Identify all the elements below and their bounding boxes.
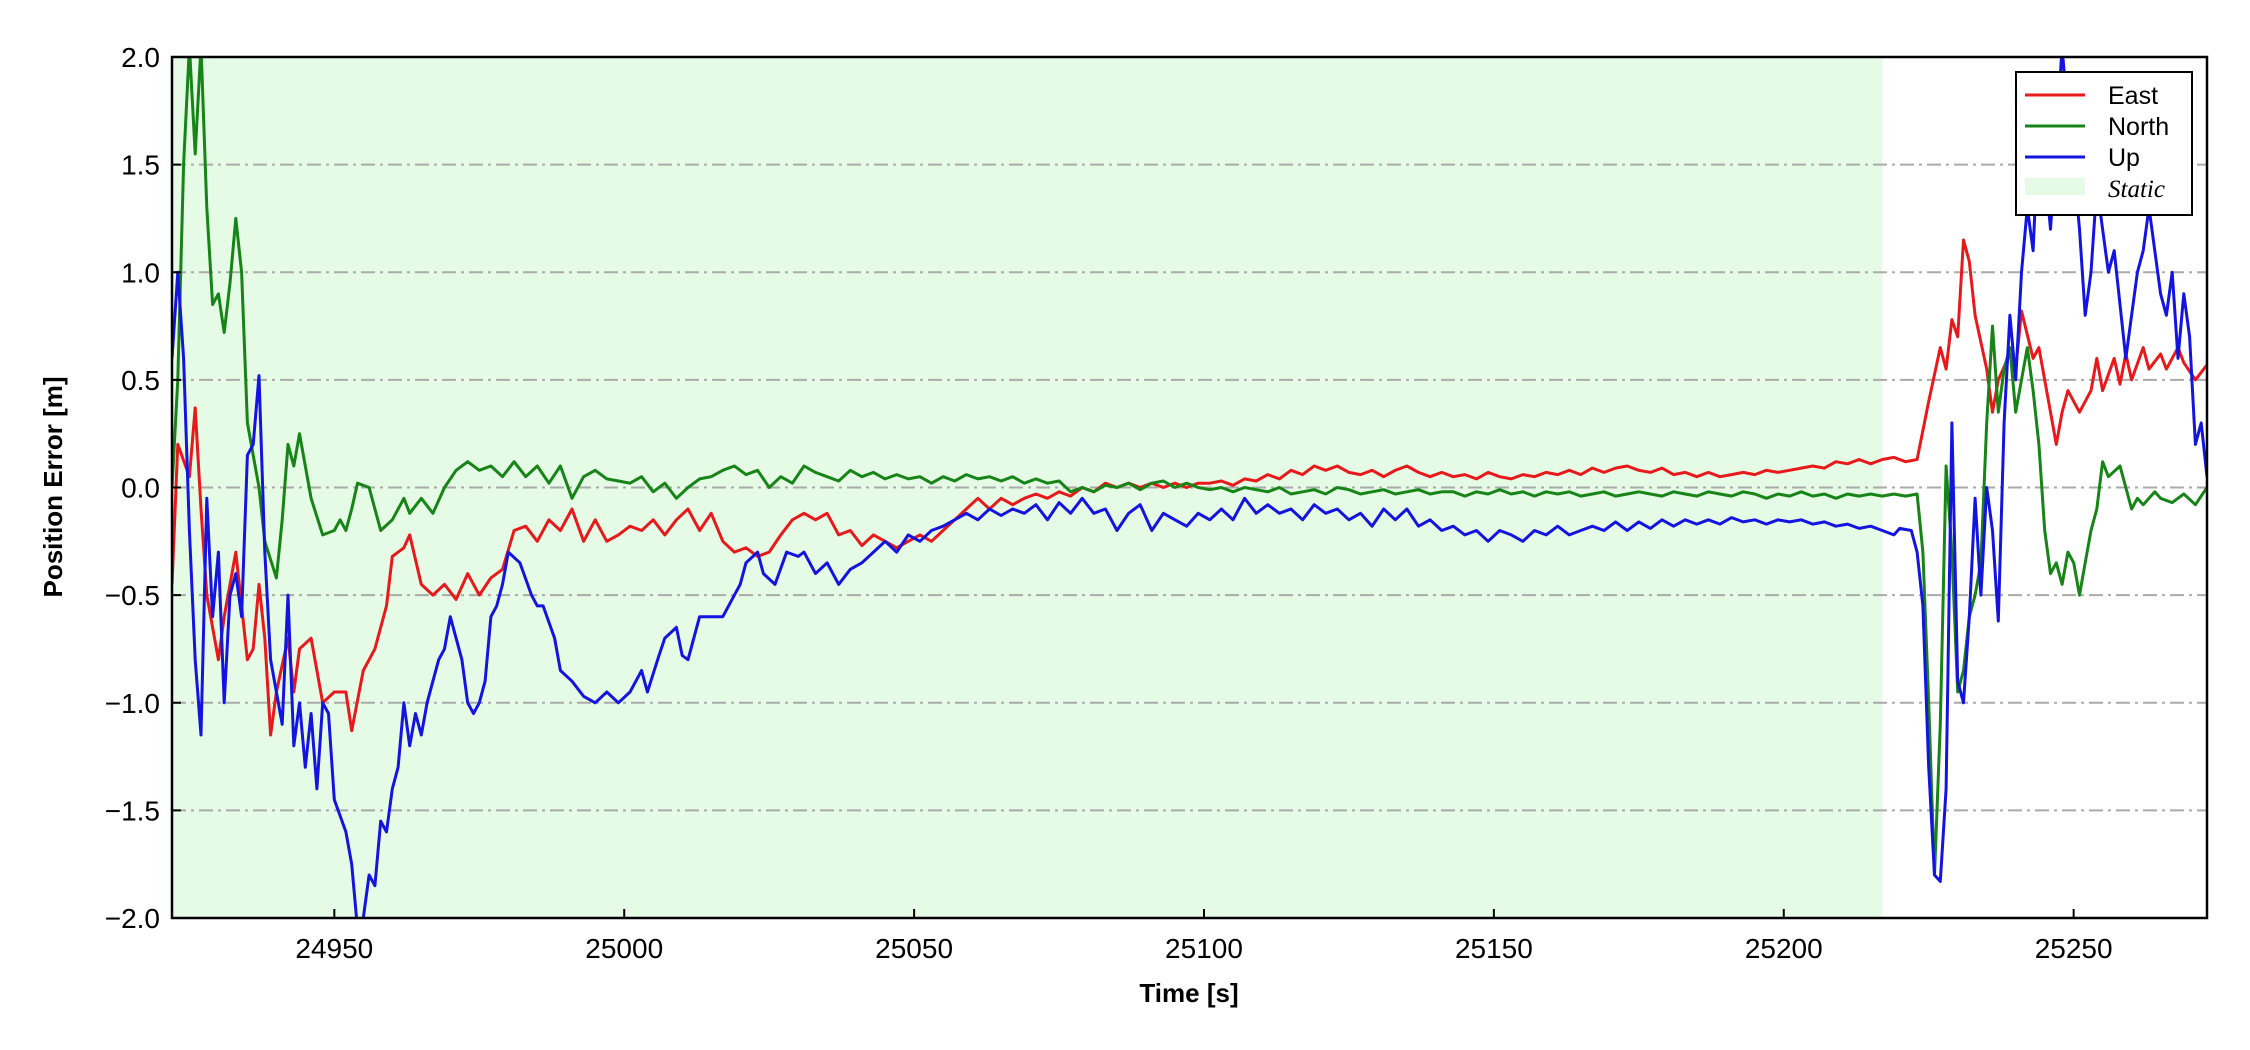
y-tick-label: −2.0: [105, 903, 160, 934]
tick-layer: 24950 25000 25050 25100 25150 25200 25250 2.0 1.…: [105, 42, 2113, 964]
y-tick-label: 2.0: [121, 42, 160, 73]
legend-label-east: East: [2108, 82, 2158, 110]
y-tick-label: 0.5: [121, 365, 160, 396]
x-tick-label: 24950: [295, 933, 373, 964]
series-layer: [172, 57, 2207, 918]
x-tick-label: 25050: [875, 933, 953, 964]
x-tick-label: 25250: [2035, 933, 2113, 964]
x-axis-label: Time [s]: [1139, 978, 1238, 1008]
legend-label-up: Up: [2108, 144, 2140, 172]
x-tick-label: 25100: [1165, 933, 1243, 964]
y-axis-label: Position Error [m]: [38, 376, 68, 597]
legend-label-north: North: [2108, 113, 2169, 141]
x-tick-label: 25150: [1455, 933, 1533, 964]
series-line-up: [172, 57, 2207, 918]
y-tick-label: −1.0: [105, 688, 160, 719]
y-tick-label: 1.0: [121, 257, 160, 288]
grid-layer: [172, 163, 2207, 812]
series-line-east: [172, 238, 2207, 737]
legend-swatch-static: [2025, 178, 2085, 195]
legend-label-static: Static: [2108, 176, 2165, 203]
legend: East North Up Static: [2015, 71, 2193, 216]
y-tick-label: 1.5: [121, 150, 160, 181]
y-tick-label: 0.0: [121, 473, 160, 504]
y-tick-label: −1.5: [105, 795, 160, 826]
series-line-north: [172, 57, 2207, 877]
x-tick-label: 25000: [585, 933, 663, 964]
x-tick-label: 25200: [1745, 933, 1823, 964]
y-tick-label: −0.5: [105, 580, 160, 611]
